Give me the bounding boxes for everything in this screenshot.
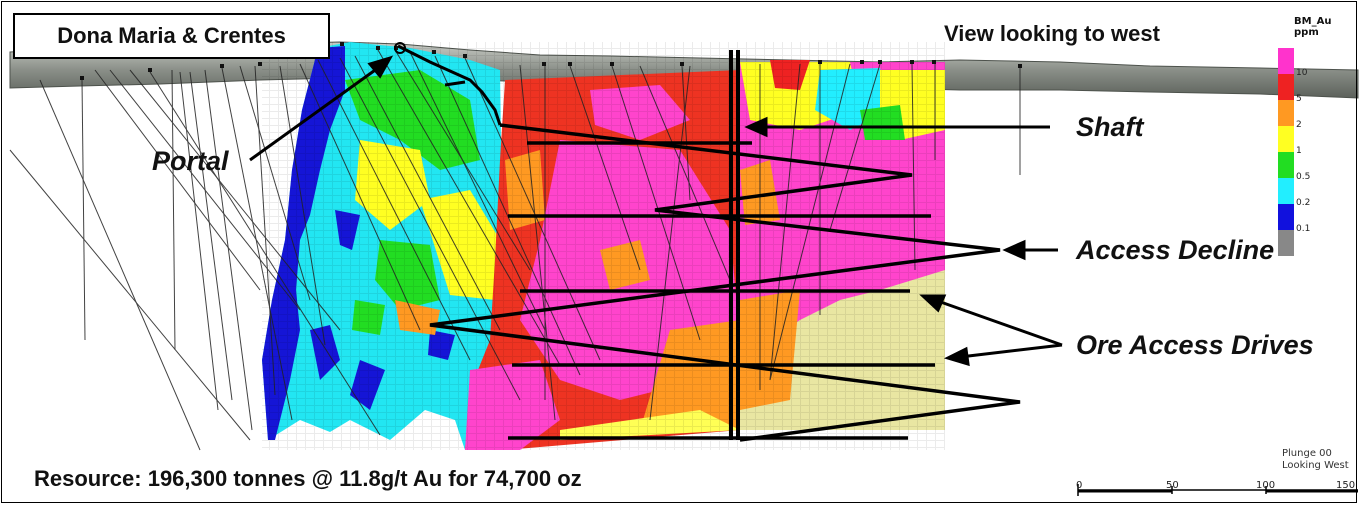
shaft <box>729 50 740 440</box>
shaft-label: Shaft <box>1076 112 1144 142</box>
callout-arrows <box>249 55 1063 367</box>
ore-access-drives-label: Ore Access Drives <box>1076 330 1314 360</box>
portal-decline-path <box>397 44 502 126</box>
legend-swatch <box>1278 178 1294 204</box>
legend-swatch <box>1278 126 1294 152</box>
view-direction-label: View looking to west <box>944 21 1160 46</box>
portal-marker <box>394 42 406 54</box>
legend-label: 1 <box>1296 146 1302 156</box>
looking-label: Looking West <box>1282 460 1349 471</box>
legend-label: 0.2 <box>1296 198 1311 208</box>
access-decline <box>429 123 1021 442</box>
legend-label: 0.1 <box>1296 224 1311 234</box>
legend-swatch <box>1278 100 1294 126</box>
legend-label: 2 <box>1296 120 1302 130</box>
ore-access-drives <box>508 141 935 440</box>
access-decline-label: Access Decline <box>1076 235 1275 265</box>
legend-swatch <box>1278 230 1294 256</box>
legend-swatch <box>1278 74 1294 100</box>
section-title: Dona Maria & Crentes <box>13 13 330 59</box>
legend-ramp <box>1278 48 1294 256</box>
legend-swatch <box>1278 152 1294 178</box>
drillholes <box>9 49 1021 451</box>
legend-label: 0.5 <box>1296 172 1311 182</box>
legend-title: BM_Au ppm <box>1294 16 1332 38</box>
legend-swatch <box>1278 204 1294 230</box>
scale-bar-tick-label: 150 <box>1336 480 1356 491</box>
legend-label: 10 <box>1296 68 1308 78</box>
portal-label: Portal <box>152 146 229 176</box>
legend-label: 5 <box>1296 94 1302 104</box>
legend-swatch <box>1278 48 1294 74</box>
scale-bar <box>1077 484 1358 496</box>
scale-bar-tick-label: 0 <box>1076 480 1083 491</box>
drillhole-collars <box>80 42 1022 80</box>
scale-bar-tick-label: 100 <box>1256 480 1276 491</box>
scale-bar-tick-label: 50 <box>1166 480 1179 491</box>
plunge-label: Plunge 00 <box>1282 448 1332 459</box>
resource-statement: Resource: 196,300 tonnes @ 11.8g/t Au fo… <box>34 466 582 491</box>
